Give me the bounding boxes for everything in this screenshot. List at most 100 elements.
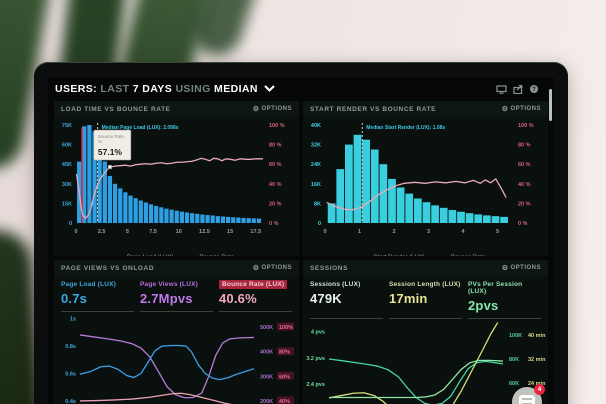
panel-header: LOAD TIME VS BOUNCE RATE ⚙ OPTIONS [54, 101, 299, 117]
gear-icon: ⚙ [252, 264, 260, 272]
svg-text:17.5: 17.5 [250, 229, 261, 235]
panel-header: PAGE VIEWS VS ONLOAD ⚙ OPTIONS [54, 260, 299, 276]
metrics-row: Page Load (LUX) 0.7s Page Views (LUX) 2.… [54, 276, 299, 312]
svg-text:60%: 60% [279, 374, 290, 380]
users-label: USERS: [55, 83, 98, 95]
scrollbar[interactable] [549, 89, 552, 121]
svg-text:75K: 75K [62, 123, 72, 129]
svg-text:40 min: 40 min [528, 333, 546, 339]
svg-text:32 min: 32 min [528, 357, 546, 363]
svg-text:0.6s: 0.6s [65, 372, 76, 378]
svg-text:2: 2 [392, 229, 395, 235]
chevron-down-icon[interactable] [264, 85, 275, 92]
svg-text:0: 0 [323, 229, 326, 235]
svg-text:30K: 30K [62, 182, 72, 188]
metric-pvs-per-session[interactable]: PVs Per Session (LUX) 2pvs [468, 281, 541, 319]
laptop: USERS: LAST 7 DAYS USING MEDIAN ? [34, 62, 568, 404]
svg-text:16K: 16K [311, 182, 321, 188]
plant-leaf [185, 0, 309, 62]
svg-text:40%: 40% [279, 399, 290, 404]
svg-text:80 %: 80 % [269, 143, 282, 149]
svg-text:15: 15 [227, 229, 233, 235]
panel-header: START RENDER VS BOUNCE RATE ⚙ OPTIONS [303, 101, 548, 117]
metric-page-load[interactable]: Page Load (LUX) 0.7s [61, 281, 134, 312]
panel-title: LOAD TIME VS BOUNCE RATE [61, 105, 171, 113]
svg-text:3.2 pvs: 3.2 pvs [306, 356, 325, 362]
svg-text:Median Start Render (LUX): 1.0: Median Start Render (LUX): 1.08s [366, 125, 445, 131]
metric-session-length[interactable]: Session Length (LUX) 17min [389, 281, 462, 319]
gear-icon: ⚙ [252, 105, 260, 113]
svg-text:15K: 15K [62, 201, 72, 207]
median-value[interactable]: MEDIAN [214, 83, 258, 95]
export-icon[interactable] [513, 84, 523, 94]
svg-text:40 %: 40 % [269, 182, 282, 188]
load-time-chart[interactable]: 75K 60K 45K 30K 15K 0 100 % 80 % 60 % 40 % 20 % 0 %… [54, 117, 299, 254]
metric-sessions[interactable]: Sessions (LUX) 479K [310, 281, 383, 319]
messenger-icon [519, 395, 535, 404]
start-render-chart[interactable]: 40K 32K 24K 16K 8K 0 100 % 80 % 60 % 40 % 20 % 0 % 0… [303, 117, 548, 254]
svg-text:5: 5 [496, 229, 499, 235]
svg-text:Bounce Rate: Bounce Rate [98, 134, 125, 139]
chat-widget-button[interactable]: 4 [512, 384, 545, 404]
panel-load-time-vs-bounce-rate: LOAD TIME VS BOUNCE RATE ⚙ OPTIONS 75K 60K… [54, 101, 299, 256]
legend-dot [365, 255, 371, 256]
svg-text:200K: 200K [260, 399, 273, 404]
header-icons: ? [496, 84, 539, 94]
notification-badge: 4 [534, 384, 545, 395]
svg-text:100%: 100% [279, 325, 293, 331]
chart-legend: Start Render (LUX) Bounce Rate [303, 252, 548, 256]
svg-text:2.4 pvs: 2.4 pvs [306, 382, 325, 388]
svg-text:60 %: 60 % [269, 162, 282, 168]
dashboard-header: USERS: LAST 7 DAYS USING MEDIAN ? [48, 77, 554, 101]
svg-text:%:: %: [98, 139, 103, 144]
options-button[interactable]: ⚙ OPTIONS [252, 105, 292, 113]
panel-title: SESSIONS [310, 264, 349, 272]
svg-text:20 %: 20 % [518, 201, 531, 207]
svg-text:4: 4 [461, 229, 465, 235]
panel-header: SESSIONS ⚙ OPTIONS [303, 260, 548, 276]
metric-bounce-rate[interactable]: Bounce Rate (LUX) 40.6% [219, 280, 292, 312]
options-button[interactable]: ⚙ OPTIONS [252, 264, 292, 272]
panel-title: PAGE VIEWS VS ONLOAD [61, 264, 155, 272]
svg-text:5: 5 [126, 229, 129, 235]
panel-title: START RENDER VS BOUNCE RATE [310, 105, 437, 113]
page-title: USERS: LAST 7 DAYS USING MEDIAN [55, 83, 275, 95]
svg-text:57.1%: 57.1% [98, 147, 123, 157]
svg-text:0.8s: 0.8s [65, 344, 76, 350]
days-value[interactable]: 7 DAYS [132, 83, 173, 95]
panel-start-render-vs-bounce-rate: START RENDER VS BOUNCE RATE ⚙ OPTIONS 40K… [303, 101, 548, 256]
svg-text:0.4s: 0.4s [65, 399, 76, 404]
options-button[interactable]: ⚙ OPTIONS [501, 105, 541, 113]
svg-text:0 %: 0 % [269, 221, 279, 227]
svg-text:Median Page Load (LUX): 2.098s: Median Page Load (LUX): 2.098s [102, 125, 179, 131]
help-icon[interactable]: ? [529, 84, 539, 94]
svg-text:1: 1 [358, 229, 361, 235]
svg-text:300K: 300K [260, 374, 273, 380]
svg-text:80K: 80K [509, 357, 519, 363]
svg-text:?: ? [532, 87, 536, 93]
metric-page-views[interactable]: Page Views (LUX) 2.7Mpvs [140, 281, 213, 312]
metrics-row: Sessions (LUX) 479K Session Length (LUX)… [303, 276, 548, 319]
options-button[interactable]: ⚙ OPTIONS [501, 264, 541, 272]
dashboard-screen: USERS: LAST 7 DAYS USING MEDIAN ? [48, 77, 554, 404]
svg-text:1s: 1s [70, 317, 76, 323]
svg-text:40K: 40K [311, 123, 321, 129]
svg-text:8K: 8K [314, 201, 321, 207]
page-views-chart[interactable]: 1s 0.8s 0.6s 0.4s 500K 100% 400K 80% 300K 60% 200K… [54, 312, 299, 404]
svg-text:45K: 45K [62, 162, 72, 168]
svg-text:100K: 100K [509, 333, 522, 339]
dashboard-grid: LOAD TIME VS BOUNCE RATE ⚙ OPTIONS 75K 60K… [54, 101, 548, 404]
svg-text:2.5: 2.5 [98, 229, 106, 235]
svg-text:0: 0 [74, 229, 77, 235]
svg-text:100 %: 100 % [269, 123, 285, 129]
svg-text:0: 0 [318, 221, 321, 227]
svg-text:0: 0 [69, 221, 72, 227]
gear-icon: ⚙ [501, 264, 509, 272]
svg-text:0 %: 0 % [518, 221, 528, 227]
svg-text:60 %: 60 % [518, 162, 531, 168]
display-icon[interactable] [496, 84, 507, 94]
svg-text:400K: 400K [260, 350, 273, 356]
panel-sessions: SESSIONS ⚙ OPTIONS Sessions (LUX) 479K Se… [303, 260, 548, 404]
gear-icon: ⚙ [501, 105, 509, 113]
